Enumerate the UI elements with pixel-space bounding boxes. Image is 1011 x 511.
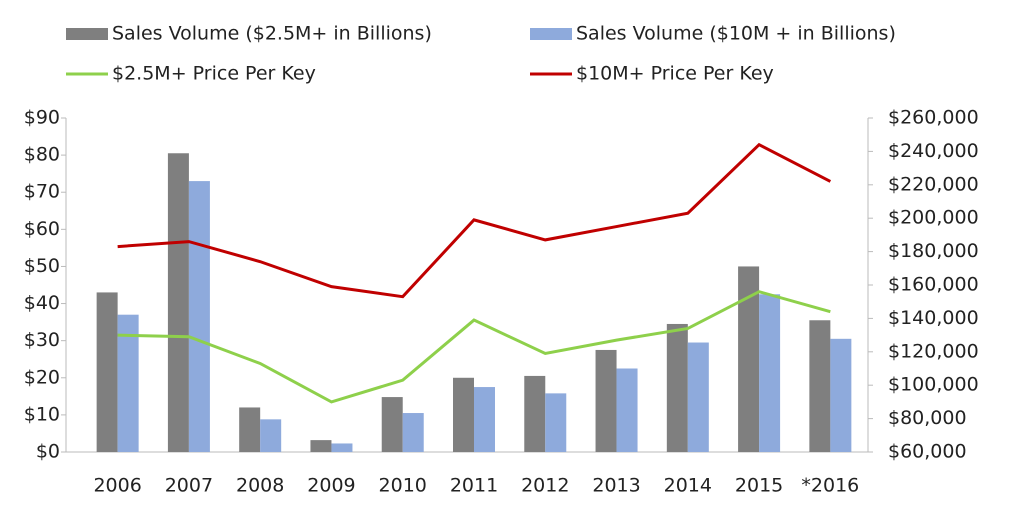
- y-tick-label: $30: [24, 329, 60, 351]
- y2-tick-label: $180,000: [888, 240, 979, 262]
- bar: [381, 397, 403, 452]
- y2-tick-label: $140,000: [888, 307, 979, 329]
- bar: [616, 368, 638, 452]
- y-tick-label: $20: [24, 366, 60, 388]
- y-tick-label: $80: [24, 144, 60, 166]
- legend-label: Sales Volume ($10M + in Billions): [576, 23, 896, 45]
- x-tick-label: 2015: [735, 475, 783, 497]
- y2-tick-label: $60,000: [888, 441, 967, 463]
- y-tick-label: $10: [24, 403, 60, 425]
- x-tick-label: 2009: [307, 475, 355, 497]
- bar: [738, 266, 760, 452]
- x-tick-label: *2016: [801, 475, 859, 497]
- y2-tick-label: $160,000: [888, 274, 979, 296]
- y2-tick-label: $200,000: [888, 207, 979, 229]
- bar: [310, 440, 332, 452]
- bar: [809, 320, 831, 452]
- legend-label: $10M+ Price Per Key: [576, 63, 774, 85]
- bar: [687, 342, 709, 452]
- bar: [96, 292, 118, 452]
- x-tick-label: 2008: [236, 475, 284, 497]
- bar: [402, 413, 424, 452]
- x-tick-label: 2014: [664, 475, 712, 497]
- y-tick-label: $50: [24, 255, 60, 277]
- y2-tick-label: $220,000: [888, 173, 979, 195]
- bar: [595, 349, 617, 452]
- legend-swatch: [530, 28, 572, 40]
- bar: [167, 153, 189, 452]
- y2-tick-label: $240,000: [888, 140, 979, 162]
- x-tick-label: 2013: [592, 475, 640, 497]
- bar: [759, 294, 781, 452]
- x-tick-label: 2012: [521, 475, 569, 497]
- y-tick-label: $0: [36, 441, 60, 463]
- bar: [474, 387, 495, 452]
- bar: [260, 419, 282, 452]
- y2-tick-label: $100,000: [888, 374, 979, 396]
- bar: [188, 181, 210, 453]
- y-tick-label: $90: [24, 107, 60, 129]
- line-series: [117, 290, 831, 404]
- x-tick-label: 2007: [165, 475, 213, 497]
- bar: [524, 375, 546, 452]
- bar: [331, 443, 353, 452]
- line-series: [117, 142, 832, 299]
- legend-label: $2.5M+ Price Per Key: [112, 63, 316, 85]
- y2-tick-label: $80,000: [888, 407, 967, 429]
- bar: [830, 338, 852, 452]
- y-tick-label: $40: [24, 292, 60, 314]
- bar: [239, 407, 261, 452]
- legend-label: Sales Volume ($2.5M+ in Billions): [112, 23, 432, 45]
- x-tick-label: 2006: [93, 475, 141, 497]
- bar: [666, 323, 688, 452]
- bar: [453, 377, 474, 452]
- x-tick-label: 2011: [450, 475, 498, 497]
- legend-swatch: [66, 28, 108, 40]
- y2-tick-label: $120,000: [888, 340, 979, 362]
- bar: [545, 393, 567, 452]
- bar: [117, 314, 139, 452]
- y-tick-label: $60: [24, 218, 60, 240]
- x-tick-label: 2010: [379, 475, 427, 497]
- y2-tick-label: $260,000: [888, 107, 979, 129]
- y-tick-label: $70: [24, 181, 60, 203]
